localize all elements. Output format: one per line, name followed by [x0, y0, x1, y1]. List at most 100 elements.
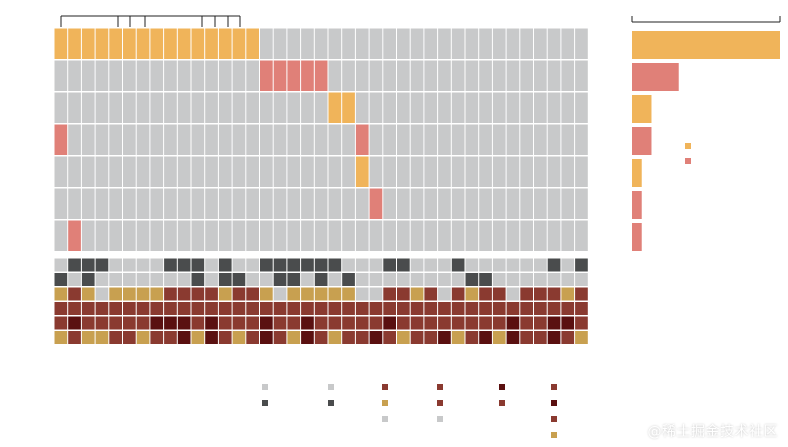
matrix-cell	[123, 220, 136, 251]
annotation-cell	[383, 331, 396, 344]
annotation-cell	[177, 258, 191, 272]
annotation-cell	[150, 331, 164, 344]
matrix-cell	[136, 156, 150, 187]
matrix-cell	[397, 92, 410, 123]
annotation-cell	[369, 302, 383, 315]
frequency-bar-chart	[631, 16, 781, 251]
bottom-legend-swatch	[328, 400, 334, 406]
annotation-cell	[232, 302, 246, 315]
matrix-cell	[136, 60, 150, 91]
matrix-cell	[438, 188, 451, 219]
matrix-cell	[451, 188, 465, 219]
annotation-cell	[95, 316, 109, 330]
annotation-cell	[342, 258, 355, 272]
annotation-cell	[205, 331, 218, 344]
annotation-cell	[534, 302, 547, 315]
annotation-cell	[273, 258, 287, 272]
annotation-cell	[492, 258, 506, 272]
annotation-cell	[369, 287, 383, 301]
matrix-cell	[492, 124, 506, 155]
matrix-cell	[575, 60, 588, 91]
bottom-legend-swatch	[437, 400, 443, 406]
matrix-cell	[273, 124, 287, 155]
annotation-cell	[410, 331, 424, 344]
matrix-cell	[561, 220, 575, 251]
matrix-cell	[54, 188, 68, 219]
annotation-cell	[314, 258, 328, 272]
annotation-cell	[177, 316, 191, 330]
annotation-cell	[123, 331, 136, 344]
matrix-cell	[246, 28, 259, 59]
annotation-cell	[232, 331, 246, 344]
matrix-cell	[465, 28, 479, 59]
matrix-cell	[355, 124, 369, 155]
annotation-cell	[328, 302, 342, 315]
matrix-cell	[451, 124, 465, 155]
matrix-cell	[342, 28, 355, 59]
annotation-cell	[506, 273, 520, 286]
annotation-cell	[191, 287, 205, 301]
matrix-cell	[451, 92, 465, 123]
matrix-cell	[328, 124, 342, 155]
annotation-cell	[465, 331, 479, 344]
matrix-cell	[397, 28, 410, 59]
annotation-cell	[68, 316, 81, 330]
annotation-cell	[150, 302, 164, 315]
matrix-cell	[150, 60, 164, 91]
annotation-cell	[109, 287, 122, 301]
annotation-cell	[218, 302, 232, 315]
matrix-cell	[218, 188, 232, 219]
annotation-cell	[232, 316, 246, 330]
bottom-legend-swatch	[499, 384, 505, 390]
matrix-cell	[506, 60, 520, 91]
annotation-cell	[54, 273, 68, 286]
annotation-cell	[150, 258, 164, 272]
annotation-cell	[177, 287, 191, 301]
annotation-cell	[479, 302, 492, 315]
annotation-cell	[438, 273, 451, 286]
matrix-cell	[314, 28, 328, 59]
annotation-cell	[383, 287, 396, 301]
matrix-cell	[273, 156, 287, 187]
matrix-cell	[342, 60, 355, 91]
matrix-cell	[136, 124, 150, 155]
matrix-cell	[191, 220, 205, 251]
matrix-cell	[218, 92, 232, 123]
annotation-cell	[68, 331, 81, 344]
matrix-cell	[81, 92, 95, 123]
annotation-cell	[383, 302, 396, 315]
annotation-cell	[246, 287, 259, 301]
annotation-cell	[273, 273, 287, 286]
matrix-cell	[410, 188, 424, 219]
matrix-cell	[150, 28, 164, 59]
matrix-cell	[575, 188, 588, 219]
matrix-cell	[369, 124, 383, 155]
matrix-cell	[383, 156, 396, 187]
matrix-cell	[81, 124, 95, 155]
matrix-cell	[438, 28, 451, 59]
annotation-cell	[246, 302, 259, 315]
annotation-cell	[479, 258, 492, 272]
matrix-cell	[506, 188, 520, 219]
annotation-cell	[232, 258, 246, 272]
annotation-cell	[273, 287, 287, 301]
matrix-cell	[287, 60, 301, 91]
matrix-cell	[164, 188, 177, 219]
matrix-cell	[520, 220, 533, 251]
annotation-cell	[575, 331, 588, 344]
matrix-cell	[424, 156, 438, 187]
annotation-cell	[109, 316, 122, 330]
annotation-cell	[561, 331, 575, 344]
annotation-cell	[164, 331, 177, 344]
annotation-cell	[287, 331, 301, 344]
annotation-cell	[164, 273, 177, 286]
matrix-cell	[150, 188, 164, 219]
matrix-cell	[68, 92, 81, 123]
matrix-cell	[81, 220, 95, 251]
matrix-cell	[342, 188, 355, 219]
annotation-cell	[561, 287, 575, 301]
annotation-cell	[520, 258, 533, 272]
annotation-cell	[397, 273, 410, 286]
annotation-cell	[109, 302, 122, 315]
matrix-cell	[479, 220, 492, 251]
